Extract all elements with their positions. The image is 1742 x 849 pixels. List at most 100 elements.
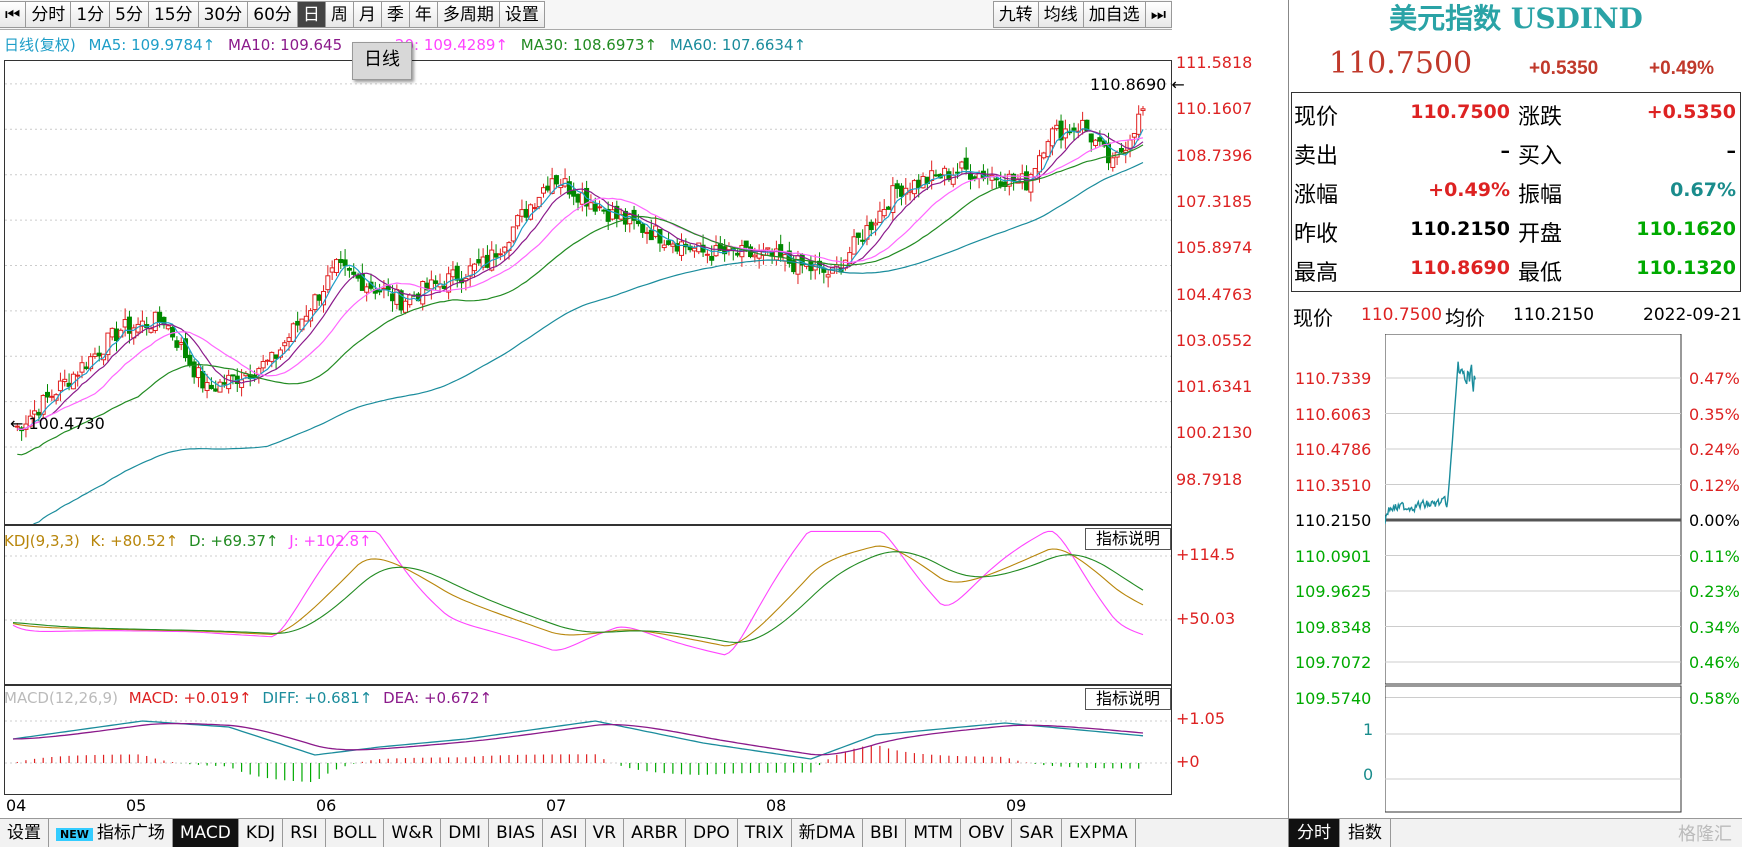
candle-body — [62, 378, 68, 383]
indicator-tab[interactable]: ARBR — [624, 819, 686, 847]
candle-body — [1105, 142, 1111, 164]
indicator-tab[interactable]: TRIX — [738, 819, 792, 847]
candle-chart-area[interactable] — [4, 60, 1172, 532]
intraday-chart[interactable] — [1385, 334, 1683, 814]
macd-explain-button[interactable]: 指标说明 — [1084, 688, 1171, 710]
indicator-tab[interactable]: OBV — [961, 819, 1013, 847]
candle-body — [696, 242, 702, 253]
indicator-tab[interactable]: 新DMA — [792, 819, 863, 847]
indicator-tab[interactable]: DPO — [686, 819, 738, 847]
intraday-price-line — [1385, 361, 1476, 525]
last-icon[interactable]: ⏭ — [1144, 1, 1172, 28]
candle-body — [1097, 137, 1103, 142]
mini-price-label: 110.0901 — [1295, 546, 1372, 566]
indicator-tab-macd[interactable]: MACD — [172, 819, 239, 847]
candle-body — [420, 281, 426, 305]
indicator-tab[interactable]: VR — [586, 819, 625, 847]
multi-period-button[interactable]: 多周期 — [436, 1, 500, 28]
period-button[interactable]: 30分 — [197, 1, 249, 28]
candle-body — [1080, 119, 1086, 130]
quote-label: 买入 — [1518, 144, 1563, 169]
kdj-d: D: +69.37↑ — [189, 532, 279, 550]
tab-index[interactable]: 指数 — [1340, 819, 1391, 847]
candle-body — [264, 359, 270, 362]
candle-body — [1011, 173, 1017, 182]
candle-body — [972, 176, 978, 180]
indicator-tab[interactable]: ASI — [543, 819, 586, 847]
candle-body — [601, 209, 607, 212]
price-axis-label: 98.7918 — [1176, 469, 1243, 489]
candle-body — [471, 263, 477, 272]
indicator-tab[interactable]: DMI — [441, 819, 490, 847]
date-tick: 07 — [546, 796, 567, 815]
period-button[interactable]: 60分 — [247, 1, 298, 28]
indicator-tab[interactable]: SAR — [1012, 819, 1062, 847]
period-button[interactable]: 年 — [408, 1, 438, 28]
kdj-panel[interactable]: 指标说明 — [4, 525, 1172, 685]
mini-pct-label: 0.46% — [1689, 653, 1740, 672]
indicator-tab[interactable]: EXPMA — [1062, 819, 1136, 847]
indicator-tab[interactable]: BIAS — [489, 819, 544, 847]
indicator-tab[interactable]: BBI — [863, 819, 907, 847]
period-button[interactable]: 季 — [380, 1, 410, 28]
candle-body — [342, 259, 348, 267]
toolbar-first-icon[interactable]: ⏮ — [0, 1, 27, 28]
ma30-line — [17, 144, 1144, 456]
candle-body — [290, 323, 296, 343]
quote-row: 现价 110.7500 涨跌 +0.5350 — [1292, 93, 1740, 133]
candle-body — [894, 183, 900, 189]
kdj-explain-button[interactable]: 指标说明 — [1084, 528, 1171, 550]
candle-body — [1110, 157, 1116, 168]
period-button[interactable]: 1分 — [70, 1, 111, 28]
candle-body — [967, 173, 973, 180]
candle-body — [765, 247, 771, 250]
indicator-square-tab[interactable]: NEW 指标广场 — [49, 819, 173, 847]
quote-label: 昨收 — [1294, 222, 1339, 247]
jiuzhuan-button[interactable]: 九转 — [992, 1, 1039, 28]
candle-body — [174, 340, 180, 348]
period-button[interactable]: 15分 — [147, 1, 199, 28]
candle-body — [316, 294, 322, 301]
period-button[interactable]: 月 — [352, 1, 382, 28]
period-button[interactable]: 5分 — [109, 1, 149, 28]
indicator-tab[interactable]: MTM — [906, 819, 962, 847]
candle-body — [640, 223, 646, 233]
ma-line-button[interactable]: 均线 — [1037, 1, 1084, 28]
candle-body — [881, 209, 887, 217]
mini-now-label: 现价 — [1293, 306, 1333, 330]
indicator-tab[interactable]: KDJ — [239, 819, 284, 847]
tab-intraday[interactable]: 分时 — [1289, 819, 1340, 847]
candle-body — [148, 328, 154, 333]
candle-body — [40, 395, 46, 415]
candle-body — [752, 254, 758, 258]
candle-body — [1054, 124, 1060, 130]
candle-body — [454, 265, 460, 281]
candle-body — [269, 351, 275, 362]
mini-now-value: 110.7500 — [1361, 305, 1443, 325]
period-button[interactable]: 分时 — [25, 1, 72, 28]
period-button[interactable]: 周 — [324, 1, 354, 28]
price-axis-label: 104.4763 — [1176, 284, 1253, 304]
quote-label: 最高 — [1294, 261, 1339, 286]
candle-body — [230, 374, 236, 377]
add-watchlist-button[interactable]: 加自选 — [1082, 1, 1146, 28]
candle-body — [868, 221, 874, 231]
indicator-settings-tab[interactable]: 设置 — [0, 819, 49, 847]
indicator-tab[interactable]: W&R — [384, 819, 442, 847]
kdj-title: KDJ(9,3,3) — [4, 532, 80, 550]
settings-button[interactable]: 设置 — [498, 1, 545, 28]
quote-value: 110.2150 — [1410, 218, 1510, 240]
indicator-tab[interactable]: BOLL — [326, 819, 385, 847]
period-button-active[interactable]: 日 — [296, 1, 326, 28]
indicator-square-label: 指标广场 — [96, 823, 165, 843]
candle-body — [998, 181, 1004, 187]
candle-body — [1041, 152, 1047, 159]
candle-body — [14, 425, 20, 428]
macd-panel[interactable]: 指标说明 — [4, 685, 1172, 795]
date-tick: 05 — [126, 796, 147, 815]
indicator-tab[interactable]: RSI — [283, 819, 326, 847]
candle-body — [45, 391, 51, 398]
ma60-label: MA60: 107.6634↑ — [669, 36, 807, 54]
candle-body — [756, 250, 762, 259]
candle-body — [329, 267, 335, 273]
